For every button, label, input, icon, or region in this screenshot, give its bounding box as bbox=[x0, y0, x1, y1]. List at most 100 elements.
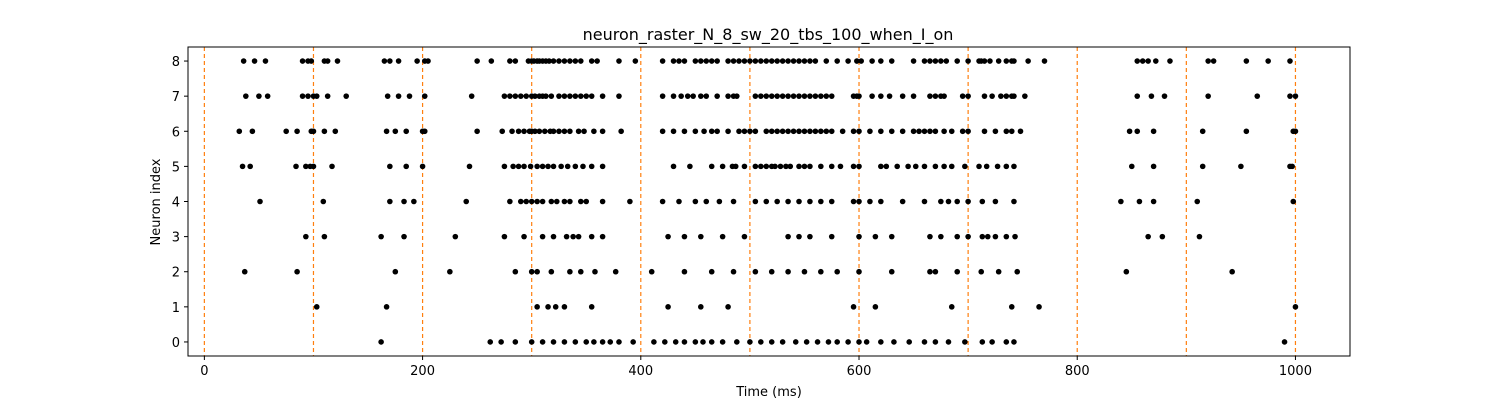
spike-point bbox=[528, 198, 535, 205]
spike-point bbox=[774, 198, 780, 205]
spike-point bbox=[730, 268, 737, 275]
spike-point bbox=[550, 163, 557, 170]
spike-point bbox=[607, 339, 614, 345]
spike-point bbox=[534, 163, 540, 170]
spike-point bbox=[910, 93, 917, 99]
x-tick-label: 600 bbox=[847, 364, 872, 379]
spike-point bbox=[825, 339, 832, 345]
spike-point bbox=[521, 233, 527, 240]
spike-point bbox=[466, 163, 473, 170]
spike-point bbox=[981, 58, 988, 64]
spike-point bbox=[509, 128, 515, 135]
spike-point bbox=[561, 304, 568, 310]
y-tick-label: 6 bbox=[172, 125, 180, 140]
spike-point bbox=[1150, 128, 1157, 135]
spike-point bbox=[592, 268, 598, 275]
spike-point bbox=[293, 163, 299, 170]
spike-point bbox=[528, 339, 535, 345]
spike-point bbox=[734, 93, 740, 99]
y-tick-label: 1 bbox=[172, 301, 180, 316]
spike-point bbox=[725, 58, 731, 64]
spike-point bbox=[783, 163, 789, 170]
spike-point bbox=[532, 128, 538, 135]
spike-point bbox=[392, 268, 399, 275]
spike-point bbox=[891, 339, 897, 345]
spike-point bbox=[700, 339, 706, 345]
spike-point bbox=[599, 198, 606, 205]
spike-point bbox=[395, 58, 402, 64]
spike-point bbox=[807, 163, 813, 170]
spike-point bbox=[588, 163, 595, 170]
spike-point bbox=[299, 93, 306, 99]
spike-point bbox=[1145, 58, 1151, 64]
spike-point bbox=[523, 93, 530, 99]
spike-point bbox=[779, 58, 786, 64]
spike-point bbox=[785, 128, 791, 135]
y-tick-label: 5 bbox=[172, 160, 180, 175]
spike-point bbox=[243, 93, 249, 99]
spike-point bbox=[659, 128, 666, 135]
spike-point bbox=[995, 268, 1002, 275]
spike-point bbox=[548, 198, 555, 205]
spike-point bbox=[561, 93, 568, 99]
spike-point bbox=[548, 93, 555, 99]
spike-point bbox=[591, 128, 597, 135]
spike-point bbox=[561, 339, 568, 345]
spike-point bbox=[837, 163, 844, 170]
spike-point bbox=[856, 163, 862, 170]
spike-point bbox=[1292, 128, 1299, 135]
spike-point bbox=[801, 268, 808, 275]
spike-point bbox=[692, 198, 699, 205]
spike-point bbox=[452, 233, 459, 240]
spike-point bbox=[943, 58, 950, 64]
spike-point bbox=[1014, 268, 1021, 275]
spike-point bbox=[945, 339, 952, 345]
spike-point bbox=[580, 163, 586, 170]
spike-point bbox=[692, 128, 699, 135]
spike-point bbox=[1011, 93, 1017, 99]
spike-point bbox=[777, 163, 784, 170]
spike-point bbox=[828, 163, 835, 170]
spike-point bbox=[714, 128, 720, 135]
spike-point bbox=[872, 304, 879, 310]
spike-point bbox=[561, 58, 568, 64]
spike-point bbox=[948, 163, 955, 170]
spike-point bbox=[381, 58, 388, 64]
spike-point bbox=[1265, 58, 1271, 64]
spike-point bbox=[499, 128, 506, 135]
spike-point bbox=[888, 128, 895, 135]
spike-point bbox=[548, 268, 555, 275]
spike-point bbox=[828, 233, 835, 240]
spike-point bbox=[632, 58, 639, 64]
spike-point bbox=[921, 58, 928, 64]
spike-point bbox=[550, 339, 557, 345]
spike-point bbox=[812, 128, 819, 135]
spike-point bbox=[752, 93, 759, 99]
spike-point bbox=[515, 163, 522, 170]
x-axis-label: Time (ms) bbox=[735, 385, 802, 400]
spike-point bbox=[588, 304, 595, 310]
spike-point bbox=[716, 198, 723, 205]
spike-point bbox=[303, 163, 309, 170]
spike-point bbox=[241, 268, 248, 275]
spike-point bbox=[1281, 339, 1288, 345]
spike-point bbox=[662, 339, 668, 345]
spike-point bbox=[941, 163, 947, 170]
spike-point bbox=[839, 128, 846, 135]
spike-point bbox=[1196, 233, 1203, 240]
spike-point bbox=[912, 163, 919, 170]
spike-point bbox=[758, 339, 764, 345]
y-tick-label: 7 bbox=[172, 90, 180, 105]
spike-point bbox=[501, 163, 508, 170]
spike-point bbox=[676, 198, 682, 205]
spike-point bbox=[670, 128, 677, 135]
spike-point bbox=[545, 163, 551, 170]
spike-point bbox=[938, 58, 944, 64]
spike-point bbox=[630, 339, 636, 345]
spike-point bbox=[948, 304, 955, 310]
spike-point bbox=[249, 128, 256, 135]
spike-point bbox=[768, 93, 775, 99]
x-tick-label: 400 bbox=[628, 364, 653, 379]
spike-point bbox=[421, 128, 428, 135]
spike-point bbox=[1011, 163, 1017, 170]
